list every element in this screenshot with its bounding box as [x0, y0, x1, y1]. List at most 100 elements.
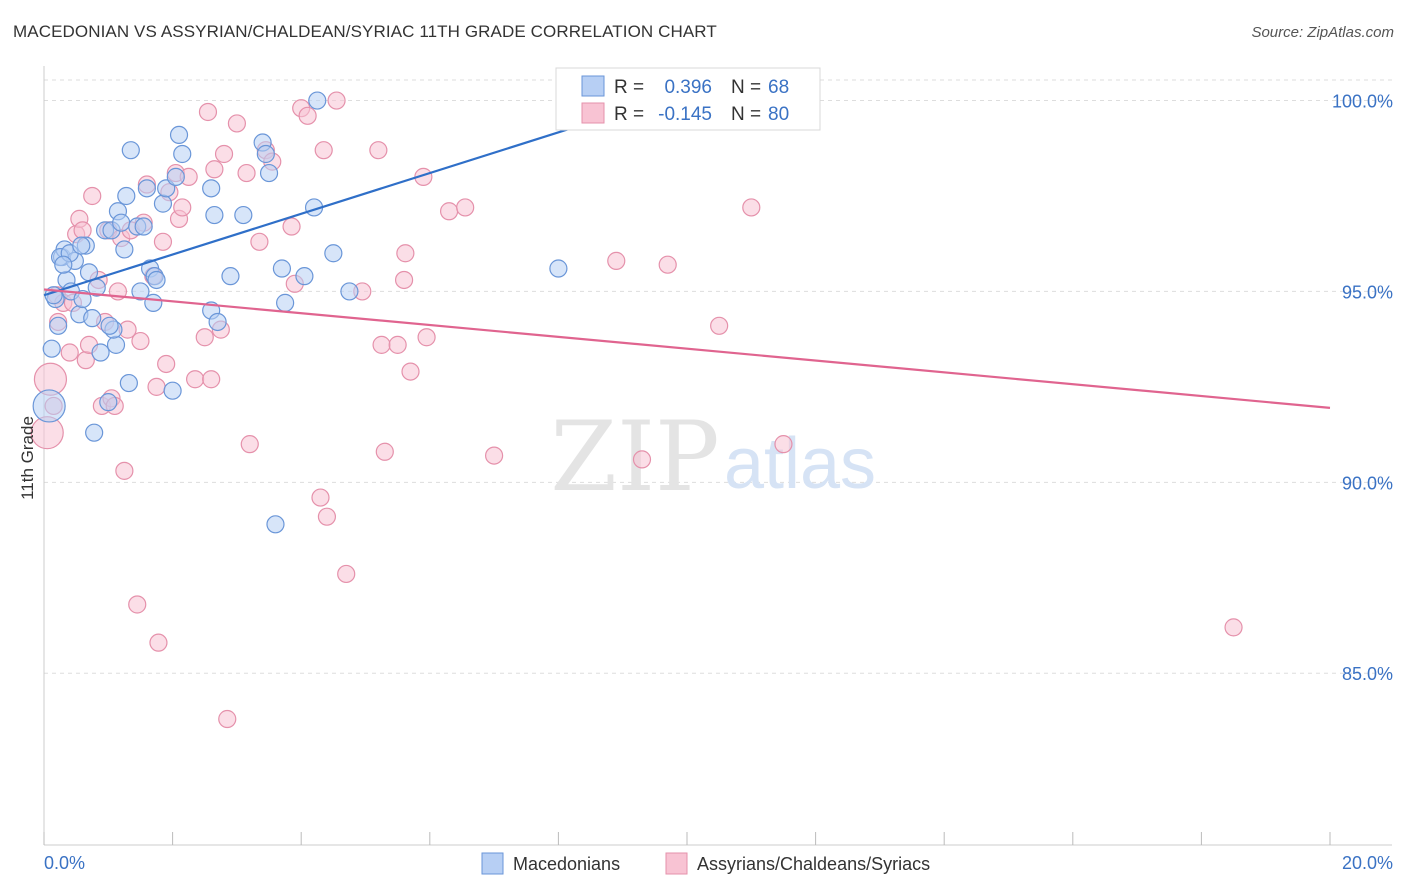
point-macedonians [100, 316, 119, 335]
legend-r-value-2: -0.145 [658, 104, 712, 125]
point-assyrians [157, 354, 176, 374]
point-macedonians [147, 270, 166, 290]
point-macedonians [221, 267, 240, 286]
point-macedonians [208, 312, 227, 332]
point-macedonians [131, 282, 150, 301]
point-macedonians [259, 163, 279, 183]
point-assyrians [83, 186, 102, 206]
point-macedonians [163, 381, 182, 400]
point-macedonians [202, 179, 221, 198]
point-assyrians [202, 370, 221, 389]
stats-legend: R = 0.396 N = 68 R = -0.145 N = 80 [555, 67, 821, 131]
point-macedonians [340, 282, 359, 301]
point-assyrians [337, 564, 356, 584]
point-macedonians [137, 179, 156, 198]
point-macedonians [121, 141, 140, 160]
point-macedonians [295, 267, 314, 286]
x-tick-labels: 0.0% 20.0% [44, 853, 1393, 873]
legend-n-value-2: 80 [768, 104, 789, 125]
watermark-atlas: atlas [724, 424, 876, 504]
point-macedonians [234, 205, 253, 225]
point-assyrians [195, 328, 214, 347]
point-assyrians [607, 251, 626, 270]
point-assyrians [149, 633, 168, 652]
point-assyrians [456, 198, 475, 217]
point-assyrians [282, 217, 301, 236]
y-tick-label: 90.0% [1342, 473, 1393, 493]
point-assyrians [314, 141, 333, 160]
point-assyrians [311, 488, 330, 507]
point-assyrians [73, 221, 92, 240]
point-assyrians [128, 595, 147, 614]
point-macedonians [73, 289, 92, 309]
point-macedonians [308, 91, 327, 110]
point-macedonians [173, 144, 192, 164]
point-assyrians [237, 163, 256, 183]
x-tick-label-min: 0.0% [44, 853, 85, 873]
point-assyrians [60, 343, 79, 362]
point-macedonians [117, 186, 136, 206]
point-assyrians [205, 160, 224, 179]
series-macedonians-points [32, 91, 584, 534]
point-macedonians [91, 343, 110, 362]
point-assyrians [396, 244, 415, 263]
point-macedonians [166, 167, 185, 186]
point-assyrians [375, 442, 394, 461]
point-assyrians [372, 335, 391, 354]
point-macedonians [115, 240, 134, 259]
legend-swatch-macedonians [581, 75, 605, 97]
legend-swatch-assyrians [581, 102, 605, 124]
point-macedonians [153, 194, 173, 213]
point-assyrians [198, 102, 218, 122]
bottom-legend-swatch-macedonians [481, 852, 504, 875]
legend-r-label-1: R = [614, 77, 644, 98]
point-assyrians [658, 255, 677, 274]
point-assyrians [388, 335, 407, 354]
point-macedonians [205, 205, 224, 225]
legend-r-value-1: 0.396 [664, 77, 712, 98]
point-assyrians [147, 377, 166, 396]
point-macedonians [83, 309, 102, 328]
bottom-legend-macedonians: Macedonians [513, 854, 620, 874]
axes [43, 66, 1392, 846]
point-macedonians [49, 316, 68, 335]
point-assyrians [710, 316, 729, 335]
legend-r-label-2: R = [614, 104, 644, 125]
y-tick-label: 100.0% [1332, 92, 1393, 112]
trend-line-assyrians [43, 288, 1331, 409]
point-assyrians [153, 232, 173, 251]
point-macedonians [266, 515, 285, 534]
point-macedonians [85, 423, 104, 442]
point-assyrians [1224, 618, 1243, 637]
source-label: Source: ZipAtlas.com [1251, 24, 1394, 41]
legend-n-value-1: 68 [768, 77, 789, 98]
point-macedonians [54, 255, 73, 274]
point-assyrians [186, 370, 205, 389]
x-tick-label-max: 20.0% [1342, 853, 1393, 873]
point-macedonians [99, 393, 118, 412]
point-assyrians [742, 198, 761, 217]
point-assyrians [394, 270, 414, 290]
point-macedonians [42, 339, 61, 358]
bottom-legend-swatch-assyrians [665, 852, 688, 875]
point-macedonians [549, 259, 568, 278]
point-macedonians [134, 217, 153, 236]
point-macedonians [324, 244, 343, 263]
point-macedonians [112, 213, 131, 232]
point-assyrians [401, 362, 420, 381]
chart-title: MACEDONIAN VS ASSYRIAN/CHALDEAN/SYRIAC 1… [13, 22, 717, 41]
point-macedonians [72, 236, 91, 255]
y-tick-label: 95.0% [1342, 282, 1393, 302]
point-macedonians [256, 144, 275, 164]
point-assyrians [240, 435, 259, 454]
point-assyrians [369, 141, 388, 160]
point-assyrians [417, 328, 436, 347]
point-assyrians [218, 709, 237, 729]
point-macedonians [144, 293, 163, 312]
point-assyrians [173, 198, 192, 217]
series-legend: Macedonians Assyrians/Chaldeans/Syriacs [481, 852, 930, 875]
series-assyrians-points [30, 91, 1243, 729]
point-assyrians [632, 450, 652, 469]
point-macedonians [276, 293, 295, 312]
y-tick-labels: 85.0% 90.0% 95.0% 100.0% [1332, 92, 1393, 685]
